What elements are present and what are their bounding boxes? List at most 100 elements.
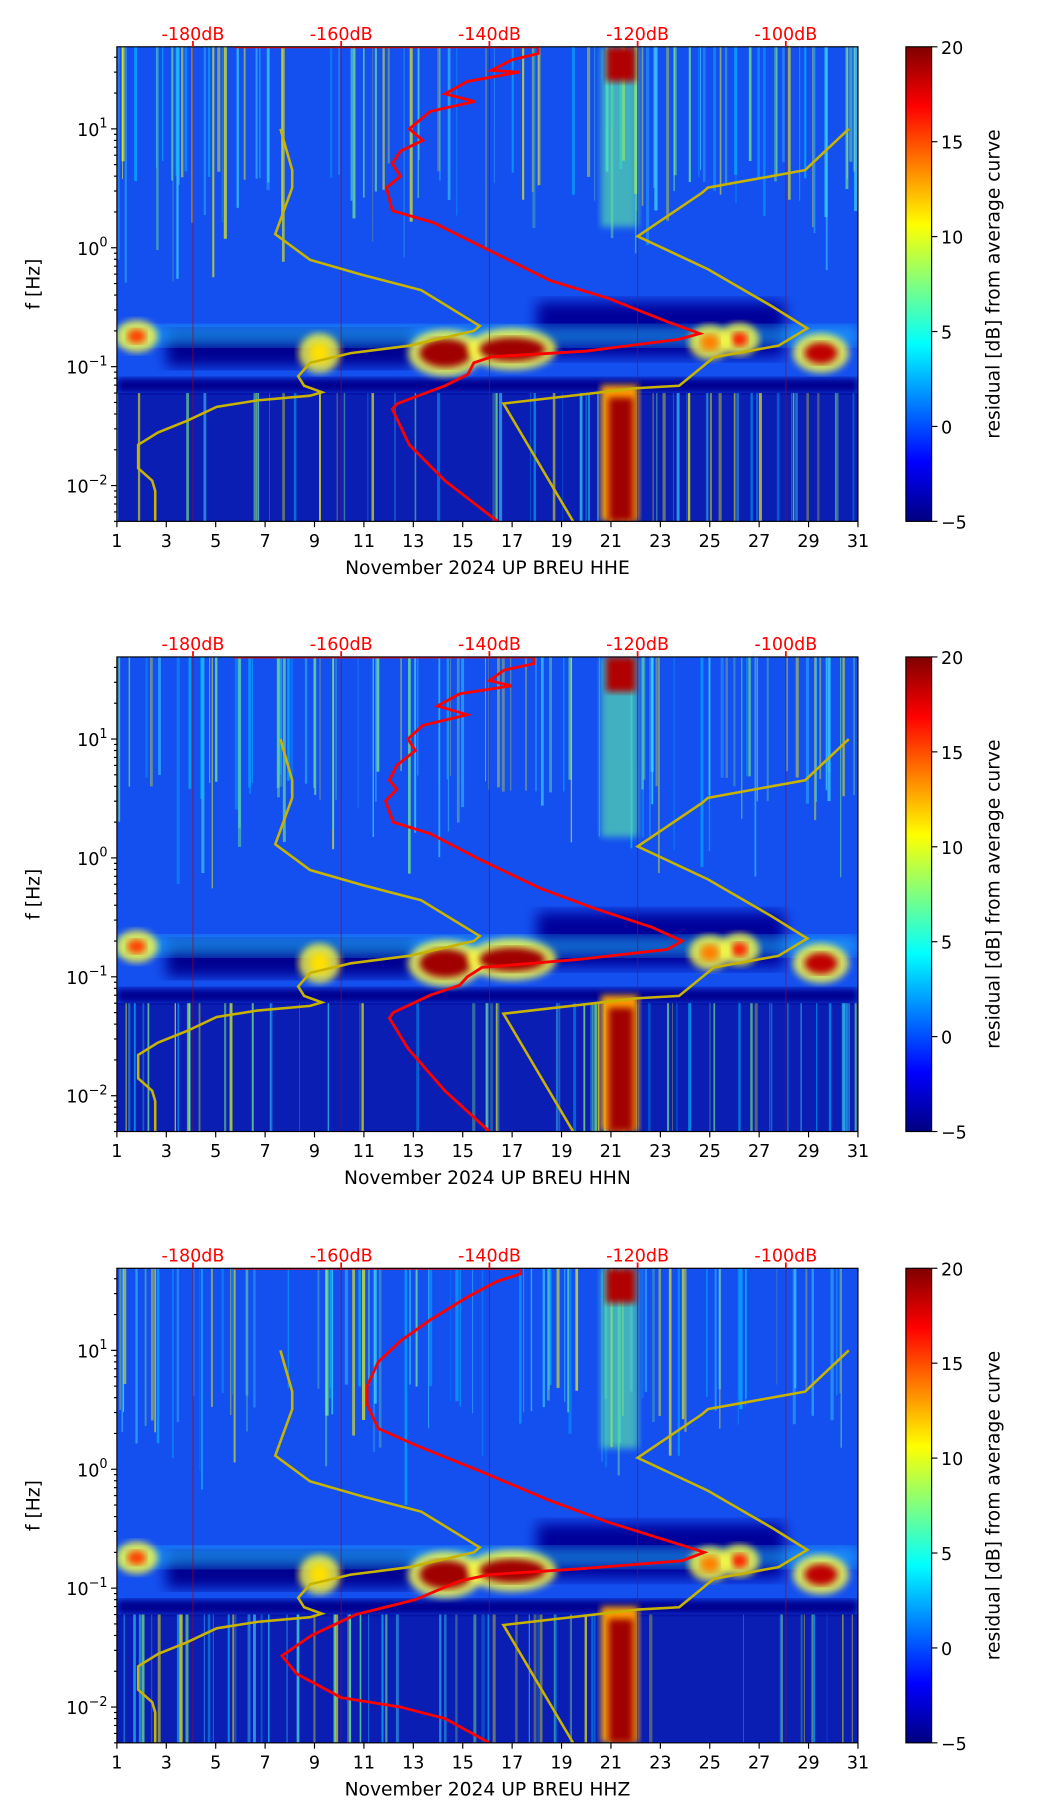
heatmap-stripe <box>700 656 704 867</box>
heatmap-stripe <box>142 1003 145 1132</box>
heatmap-stripe <box>719 46 722 195</box>
heatmap-stripe <box>327 1003 330 1132</box>
heatmap <box>116 46 858 522</box>
heatmap-event-blob <box>419 949 472 978</box>
x-tick-label: 27 <box>748 532 770 552</box>
heatmap-stripe <box>235 1614 237 1743</box>
x-tick-label: 9 <box>309 1754 320 1774</box>
heatmap-stripe <box>278 656 282 775</box>
heatmap-stripe <box>175 46 179 176</box>
heatmap-stripe <box>787 46 791 200</box>
heatmap-stripe <box>450 656 452 777</box>
heatmap-stripe <box>260 1614 263 1743</box>
heatmap-stripe <box>332 656 333 830</box>
heatmap-stripe <box>358 1268 361 1387</box>
heatmap-stripe <box>247 656 251 788</box>
heatmap-stripe <box>834 393 837 522</box>
y-tick-label: 100 <box>77 1457 107 1481</box>
heatmap-stripe <box>203 393 207 522</box>
heatmap-stripe <box>745 1268 747 1399</box>
heatmap-stripe <box>806 393 809 522</box>
heatmap-stripe <box>766 656 769 801</box>
heatmap-stripe <box>296 1614 300 1743</box>
heatmap-stripe <box>253 393 257 522</box>
heatmap-stripe <box>532 46 536 229</box>
heatmap-stripe <box>212 46 215 278</box>
heatmap-stripe <box>190 1003 191 1132</box>
heatmap-stripe <box>775 46 778 177</box>
colorbar-tick-label: 15 <box>941 1355 963 1375</box>
heatmap-stripe <box>816 1003 818 1132</box>
heatmap-stripe <box>672 1003 673 1132</box>
colorbar <box>905 46 933 522</box>
heatmap-stripe <box>221 46 223 223</box>
heatmap-stripe <box>835 393 839 522</box>
average-psd-curve <box>233 656 686 1132</box>
heatmap-stripe <box>271 1003 273 1132</box>
heatmap-stripe <box>378 1268 382 1448</box>
heatmap-stripe <box>147 1003 149 1132</box>
heatmap-stripe <box>535 656 537 792</box>
heatmap-stripe <box>750 1003 753 1132</box>
heatmap-stripe <box>733 656 736 787</box>
heatmap-stripe <box>702 46 706 182</box>
heatmap-stripe <box>741 656 743 819</box>
heatmap-stripe <box>854 1003 857 1132</box>
heatmap-stripe <box>676 1003 678 1132</box>
x-tick-label: 5 <box>210 1142 221 1162</box>
heatmap-stripe <box>673 46 675 192</box>
heatmap-stripe <box>687 393 691 522</box>
heatmap-stripe <box>709 393 712 522</box>
heatmap-stripe <box>573 1003 577 1132</box>
y-axis-label: f [Hz] <box>24 1480 45 1531</box>
x-tick-label: 25 <box>699 1754 721 1774</box>
heatmap-stripe <box>314 656 317 795</box>
heatmap-stripe <box>184 46 188 172</box>
heatmap-stripe <box>485 656 487 782</box>
y-tick-exponent: 1 <box>99 117 107 132</box>
heatmap-stripe <box>277 656 280 798</box>
heatmap-stripe <box>158 656 161 775</box>
heatmap-stripe <box>714 1268 717 1411</box>
heatmap-stripe <box>408 656 411 874</box>
top-tick-label: -100dB <box>754 635 817 655</box>
colorbar-tick-label: −5 <box>941 1735 967 1755</box>
heatmap-stripe <box>649 1614 653 1743</box>
heatmap-stripe <box>481 1614 485 1743</box>
heatmap-stripe <box>654 46 658 211</box>
heatmap-stripe <box>842 656 845 797</box>
heatmap-stripe <box>394 393 396 522</box>
y-tick-label: 101 <box>77 117 107 141</box>
heatmap-stripe <box>562 393 564 522</box>
heatmap-stripe <box>812 46 814 228</box>
heatmap-stripe <box>179 1614 183 1743</box>
heatmap-stripe <box>116 393 119 522</box>
top-tick-label: -120dB <box>606 25 669 45</box>
heatmap-stripe <box>705 393 709 522</box>
y-tick-label: 10−2 <box>66 473 107 497</box>
heatmap-stripe <box>735 46 737 204</box>
heatmap-stripe <box>134 46 138 182</box>
x-tick-label: 11 <box>353 532 375 552</box>
heatmap-stripe <box>643 656 646 780</box>
heatmap-stripe <box>123 1268 127 1384</box>
heatmap-stripe <box>743 1614 745 1743</box>
y-tick-label: 10−1 <box>66 965 107 989</box>
heatmap-stripe <box>776 1268 778 1385</box>
heatmap-stripe <box>718 1268 721 1429</box>
heatmap-stripe <box>276 656 280 789</box>
average-psd-curve <box>233 46 705 522</box>
heatmap-stripe <box>150 1268 154 1421</box>
heatmap-stripe <box>362 1268 366 1420</box>
colorbar-tick-label: 5 <box>941 1545 952 1565</box>
heatmap-lowfreq-band <box>116 393 858 522</box>
heatmap-event-blob <box>731 332 748 347</box>
x-tick-label: 1 <box>111 1142 122 1162</box>
heatmap-stripe <box>651 656 654 805</box>
heatmap-stripe <box>313 656 316 788</box>
heatmap-stripe <box>266 46 270 191</box>
colorbar-tick-label: 20 <box>941 1260 963 1280</box>
colorbar-tick-label: 0 <box>941 418 952 438</box>
heatmap-stripe <box>800 1003 802 1132</box>
heatmap-stripe <box>739 1268 743 1410</box>
